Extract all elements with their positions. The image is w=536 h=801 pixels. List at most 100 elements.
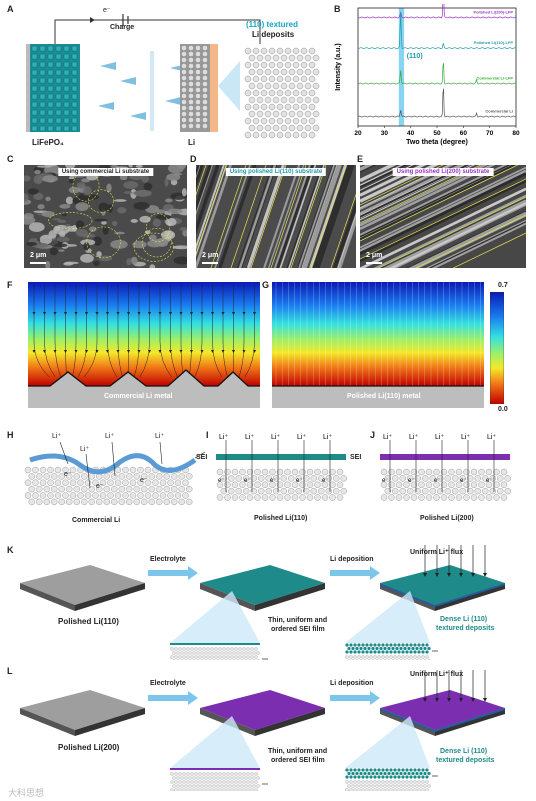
schematic-commercial	[20, 430, 210, 520]
electron-label-i-4: e⁻	[322, 478, 329, 484]
y-axis-label: Intensity (a.u.)	[335, 43, 342, 90]
sem-image-commercial: Using commercial Li substrate 2 μm	[24, 165, 187, 268]
zoom-sei-1	[170, 768, 260, 770]
zoom-sei-1	[170, 643, 260, 645]
substrate-k: Polished Li(110)	[58, 617, 119, 626]
scalebar-c	[30, 262, 46, 264]
ion-label-i-3: Li⁺	[297, 434, 306, 441]
charge-label: Charge	[110, 24, 134, 31]
x-tick-label-2: 40	[407, 130, 415, 137]
sem-texture-e	[360, 165, 526, 268]
caption-i: Polished Li(110)	[254, 515, 307, 522]
x-tick-label-5: 70	[486, 130, 494, 137]
sem-image-li200: Using polished Li(200) substrate 2 μm	[360, 165, 526, 268]
sem-texture-c	[24, 165, 187, 268]
x-tick-label-4: 60	[460, 130, 468, 137]
process-li200	[0, 666, 536, 791]
field-map-commercial	[28, 282, 260, 408]
ion-label-j-1: Li⁺	[409, 434, 418, 441]
panel-label-h: H	[7, 430, 14, 440]
step1-l: Electrolyte	[150, 680, 186, 687]
highlight-label: (110)	[407, 53, 423, 60]
electron-label-j-0: e⁻	[382, 478, 389, 484]
electron-label: e⁻	[103, 6, 111, 14]
cathode-label: LiFePO₄	[32, 138, 64, 147]
ion-label-j-2: Li⁺	[435, 434, 444, 441]
colorbar-min: 0.0	[498, 406, 508, 413]
ion-label-j-3: Li⁺	[461, 434, 470, 441]
ion-path-h-0	[60, 442, 68, 464]
flux-l: Uniform Li⁺ flux	[410, 670, 463, 678]
field-map-li110	[272, 282, 484, 408]
substrate-l: Polished Li(200)	[58, 743, 119, 752]
deposit-title-1: (110) textured	[246, 20, 298, 29]
process-li110	[0, 545, 536, 660]
x-tick-label-3: 50	[433, 130, 441, 137]
schematic-li200: Li⁺e⁻Li⁺e⁻Li⁺e⁻Li⁺e⁻Li⁺e⁻	[378, 432, 518, 517]
flux-k: Uniform Li⁺ flux	[410, 548, 463, 556]
ion-label-i-1: Li⁺	[245, 434, 254, 441]
panel-label-i: I	[206, 430, 209, 440]
sei-k-1: Thin, uniform and	[268, 617, 327, 624]
scale-c: 2 μm	[30, 252, 46, 259]
field-label-f: Commercial Li metal	[104, 393, 172, 400]
dep-k-2: textured deposits	[436, 625, 494, 632]
colorbar	[490, 292, 504, 404]
scalebar-e	[366, 262, 382, 264]
slab-deposit-top	[380, 565, 505, 605]
arrow-electrolyte	[148, 566, 198, 580]
ion-label-j-4: Li⁺	[487, 434, 496, 441]
ion-h3: Li⁺	[155, 432, 164, 440]
electron-label-i-1: e⁻	[244, 478, 251, 484]
ion-h2: Li⁺	[105, 432, 114, 440]
ion-label-i-2: Li⁺	[271, 434, 280, 441]
panel-label-j: J	[370, 430, 375, 440]
arrow-electrolyte	[148, 691, 198, 705]
ion-label-i-4: Li⁺	[323, 434, 332, 441]
electron-label-j-3: e⁻	[460, 478, 467, 484]
ion-h4: Li⁺	[80, 445, 89, 453]
electron-label-i-2: e⁻	[270, 478, 277, 484]
x-tick-label-0: 20	[354, 130, 362, 137]
electron-label-j-1: e⁻	[408, 478, 415, 484]
ion-label-i-0: Li⁺	[219, 434, 228, 441]
electron-h2: e⁻	[96, 482, 104, 490]
x-tick-label-1: 30	[381, 130, 389, 137]
arrow-deposition	[330, 691, 380, 705]
panel-label-e: E	[357, 154, 363, 164]
step1-k: Electrolyte	[150, 556, 186, 563]
electron-h1: e⁻	[64, 470, 72, 478]
dep-l-1: Dense Li (110)	[440, 748, 487, 755]
step2-k: Li deposition	[330, 556, 374, 563]
sem-title-e: Using polished Li(200) substrate	[393, 168, 494, 176]
sei-label-i: SEI	[350, 454, 361, 461]
series-line-2	[358, 63, 516, 84]
x-axis-label: Two theta (degree)	[406, 139, 468, 146]
series-label-0: Polished Li(200)-LFP	[473, 9, 513, 14]
caption-j: Polished Li(200)	[420, 515, 474, 522]
electron-label-i-0: e⁻	[218, 478, 225, 484]
electron-h3: e⁻	[140, 476, 148, 484]
panel-label-a: A	[7, 4, 14, 14]
schematic-li110: Li⁺e⁻Li⁺e⁻Li⁺e⁻Li⁺e⁻Li⁺e⁻	[214, 432, 354, 517]
slab-deposit-top	[380, 690, 505, 730]
sei-label-h: SEI	[196, 454, 207, 461]
scale-e: 2 μm	[366, 252, 382, 259]
sem-title-d: Using polished Li(110) substrate	[226, 168, 326, 176]
slab-bare-top	[20, 690, 145, 730]
slab-sei-top	[200, 565, 325, 605]
sei-layer-i	[216, 454, 346, 460]
sem-title-c: Using commercial Li substrate	[58, 168, 153, 176]
anode-label: Li	[188, 138, 195, 147]
ion-label-j-0: Li⁺	[383, 434, 392, 441]
deposit-title-2: Li deposits	[252, 30, 294, 39]
series-label-1: Polished Li(110)-LFP	[474, 40, 514, 45]
slab-bare-top	[20, 565, 145, 605]
sei-l-2: ordered SEI film	[271, 757, 325, 764]
panel-label-d: D	[190, 154, 197, 164]
slab-sei-top	[200, 690, 325, 730]
panel-label-g: G	[262, 280, 269, 290]
arrow-deposition	[330, 566, 380, 580]
panel-label-c: C	[7, 154, 14, 164]
caption-h: Commercial Li	[72, 517, 120, 524]
